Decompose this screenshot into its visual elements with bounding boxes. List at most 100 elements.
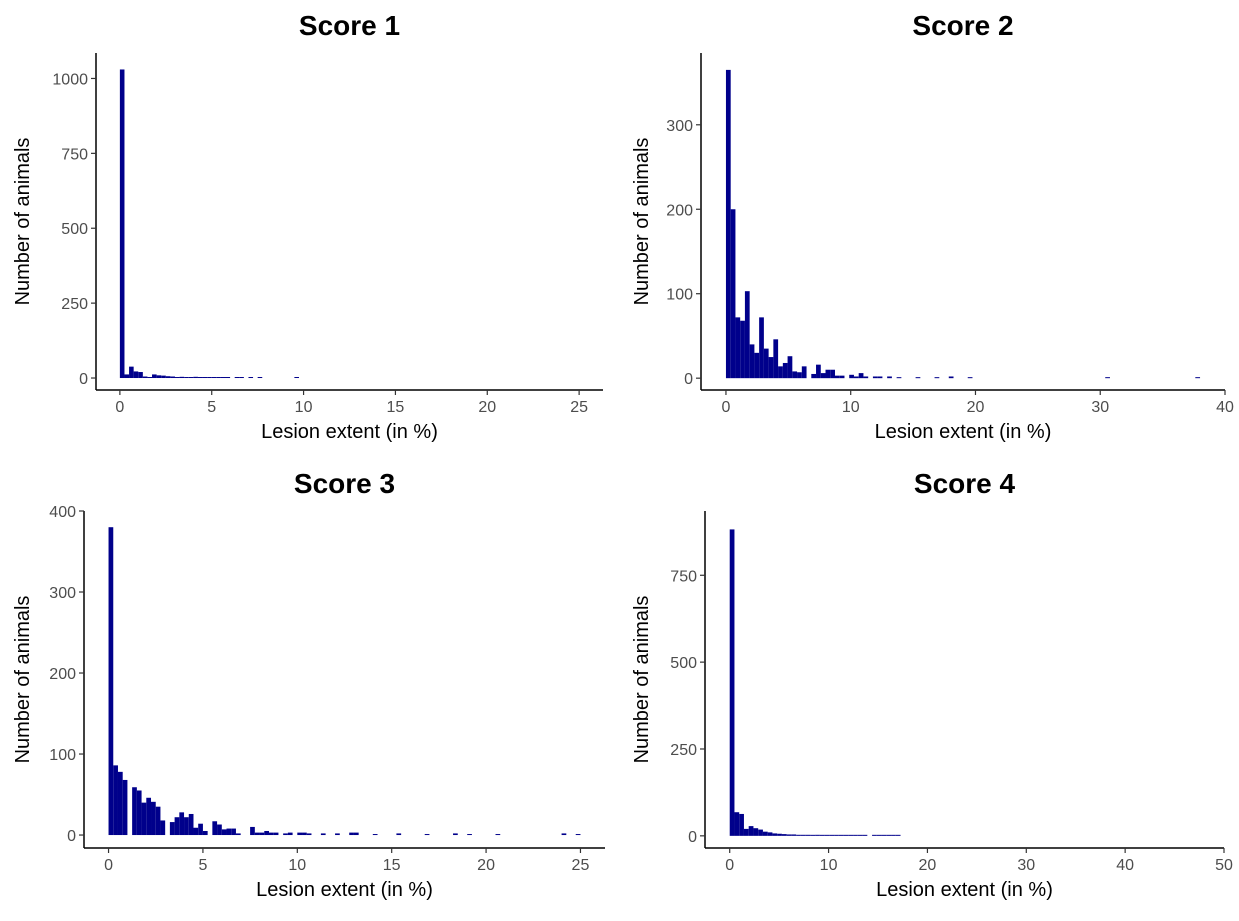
y-tick-label: 0 (79, 371, 88, 388)
histogram-bar (805, 834, 811, 836)
histogram-bar (768, 357, 774, 379)
histogram-bar (122, 779, 128, 836)
histogram-bar (877, 376, 883, 379)
histogram-bar (202, 830, 208, 836)
histogram-bar (872, 376, 878, 379)
histogram-bars (729, 529, 901, 836)
x-tick-label: 5 (207, 399, 216, 416)
y-tick-label: 300 (49, 585, 76, 602)
histogram-bar (739, 813, 744, 836)
y-tick-label: 100 (49, 747, 76, 764)
histogram-bar (257, 377, 263, 379)
histogram-bar (453, 833, 458, 836)
x-tick-label: 10 (295, 399, 313, 416)
histogram-bar (891, 834, 896, 836)
x-axis-label: Lesion extent (in %) (875, 421, 1052, 443)
histogram-bar (239, 377, 244, 379)
x-tick-label: 50 (1215, 857, 1233, 874)
histogram-bar (796, 834, 801, 836)
histogram-bar (179, 376, 185, 379)
histogram-bar (872, 834, 877, 836)
histogram-bar (575, 834, 581, 836)
histogram-bar (753, 828, 759, 836)
y-axis-label: Number of animals (12, 596, 34, 764)
y-tick-label: 1000 (52, 71, 88, 88)
histogram-bar (160, 820, 166, 836)
histogram-bar (108, 527, 114, 836)
histogram-bar (141, 802, 147, 836)
chart-title: Score 4 (914, 468, 1016, 499)
histogram-bar (734, 812, 740, 836)
histogram-bar (235, 833, 241, 836)
histogram-bar (896, 377, 902, 379)
histogram-bar (132, 787, 137, 836)
histogram-bar (188, 377, 194, 379)
histogram-bar (820, 373, 826, 379)
histogram-bar (142, 376, 148, 379)
x-tick-label: 30 (1017, 857, 1035, 874)
histogram-bar (725, 69, 731, 379)
histogram-svg: Score 3 0 5 10 15 20 25 0 100 200 300 400 Lesion ext… (12, 468, 605, 901)
histogram-bar (824, 834, 830, 836)
histogram-bar (225, 377, 231, 379)
histogram-bar (863, 376, 869, 379)
x-tick-label: 15 (383, 857, 401, 874)
histogram-bars (725, 69, 1201, 379)
chart-title: Score 1 (299, 10, 400, 41)
y-axis-label: Number of animals (631, 138, 653, 306)
histogram-bar (816, 364, 821, 379)
histogram-bar (250, 826, 255, 836)
histogram-bar (124, 374, 130, 379)
x-tick-label: 5 (198, 857, 207, 874)
histogram-bar (862, 834, 868, 836)
histogram-bar (787, 356, 793, 379)
x-tick-label: 10 (820, 857, 838, 874)
histogram-bar (335, 833, 340, 836)
histogram-bar (151, 801, 156, 836)
histogram-panel-score-3: Score 3 0 5 10 15 20 25 0 100 200 300 400 Lesion ext… (0, 458, 620, 916)
histogram-bar (467, 834, 472, 836)
x-tick-label: 40 (1216, 399, 1234, 416)
histogram-bar (424, 834, 430, 836)
x-axis-label: Lesion extent (in %) (256, 879, 433, 901)
histogram-bar (248, 377, 254, 379)
histogram-bar (294, 377, 299, 379)
histogram-bar (758, 829, 763, 836)
histogram-bar (268, 832, 274, 836)
histogram-bar (781, 834, 787, 836)
histogram-bar (782, 362, 788, 379)
x-tick-label: 0 (104, 857, 113, 874)
histogram-bar (207, 377, 212, 379)
histogram-bar (147, 377, 153, 379)
histogram-bar (306, 833, 312, 836)
x-tick-label: 0 (115, 399, 124, 416)
histogram-bar (302, 832, 307, 836)
histogram-bar (156, 375, 162, 379)
histogram-bar (193, 376, 198, 379)
histogram-bar (834, 834, 839, 836)
histogram-bar (264, 830, 269, 836)
histogram-bar (169, 822, 175, 836)
histogram-bar (829, 834, 835, 836)
histogram-bar (216, 377, 221, 379)
histogram-bar (495, 834, 501, 836)
histogram-bar (800, 834, 806, 836)
histogram-bar (887, 376, 892, 379)
histogram-bar (858, 373, 864, 379)
histogram-bar (221, 829, 227, 836)
y-tick-label: 100 (666, 287, 693, 304)
histogram-bar (886, 834, 892, 836)
histogram-bar (155, 806, 161, 836)
histogram-bar (759, 317, 764, 379)
histogram-bar (113, 765, 118, 836)
histogram-bar (372, 834, 378, 836)
histogram-bar (396, 833, 402, 836)
histogram-bar (729, 529, 735, 836)
histogram-bar (792, 371, 798, 379)
histogram-bar (815, 834, 820, 836)
histogram-bars (108, 527, 581, 836)
histogram-bar (967, 377, 973, 379)
histogram-bar (838, 834, 844, 836)
histogram-bar (749, 344, 755, 379)
